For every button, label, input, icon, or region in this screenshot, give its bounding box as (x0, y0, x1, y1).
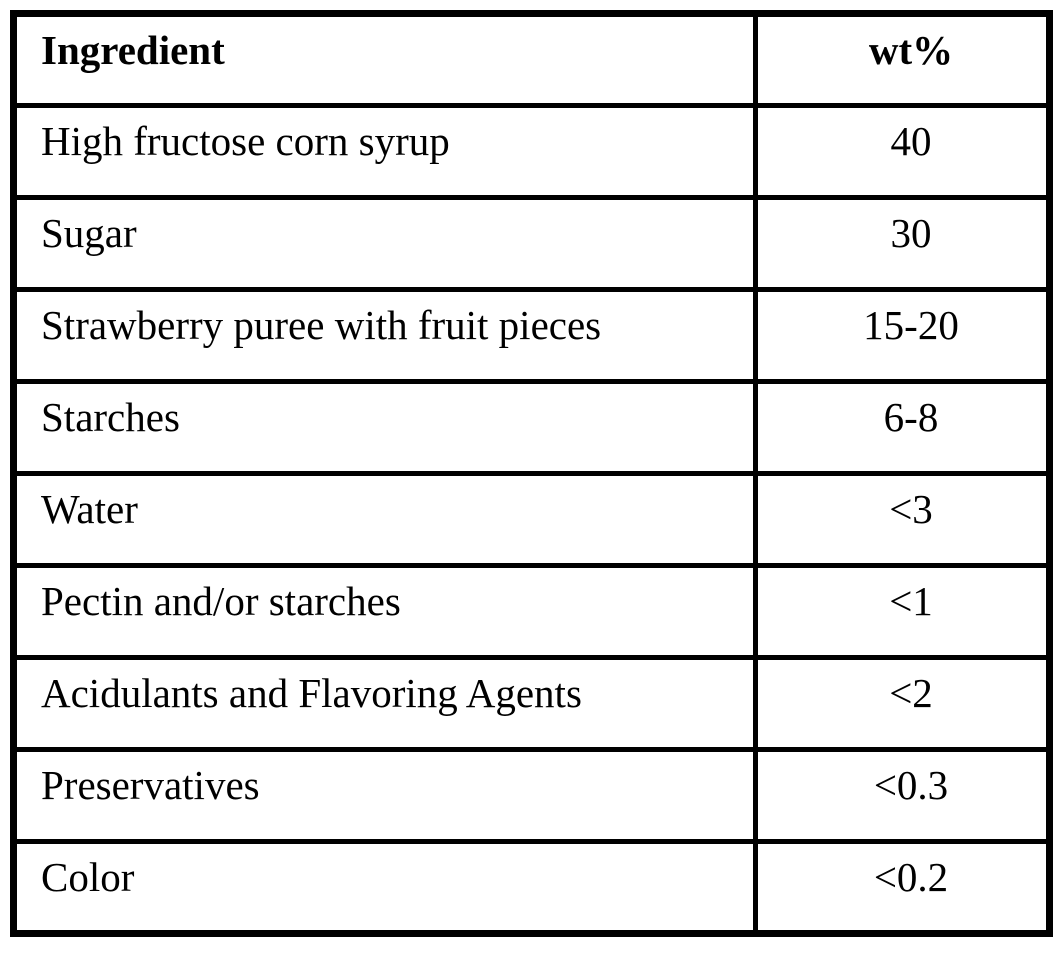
wt-cell: <1 (753, 563, 1052, 660)
wt-cell: <0.3 (753, 747, 1052, 844)
table-header-row: Ingredient wt% (11, 11, 1052, 108)
ingredient-cell: Strawberry puree with fruit pieces (11, 287, 758, 384)
table-row: High fructose corn syrup 40 (11, 103, 1052, 200)
wt-cell: 30 (753, 195, 1052, 292)
table-row: Sugar 30 (11, 195, 1052, 292)
table-row: Starches 6-8 (11, 379, 1052, 476)
ingredient-cell: Color (11, 839, 758, 936)
ingredient-cell: Pectin and/or starches (11, 563, 758, 660)
wt-cell: <0.2 (753, 839, 1052, 936)
ingredient-cell: Acidulants and Flavoring Agents (11, 655, 758, 752)
table-row: Color <0.2 (11, 839, 1052, 936)
wt-cell: 40 (753, 103, 1052, 200)
wt-cell: 15-20 (753, 287, 1052, 384)
table-row: Strawberry puree with fruit pieces 15-20 (11, 287, 1052, 384)
column-header-ingredient: Ingredient (11, 11, 758, 108)
wt-cell: 6-8 (753, 379, 1052, 476)
ingredients-table: Ingredient wt% High fructose corn syrup … (10, 10, 1053, 937)
table-row: Acidulants and Flavoring Agents <2 (11, 655, 1052, 752)
ingredient-cell: Preservatives (11, 747, 758, 844)
table-row: Water <3 (11, 471, 1052, 568)
table-row: Pectin and/or starches <1 (11, 563, 1052, 660)
ingredient-cell: High fructose corn syrup (11, 103, 758, 200)
ingredient-cell: Starches (11, 379, 758, 476)
table-row: Preservatives <0.3 (11, 747, 1052, 844)
ingredient-cell: Sugar (11, 195, 758, 292)
column-header-wt-percent: wt% (753, 11, 1052, 108)
wt-cell: <2 (753, 655, 1052, 752)
wt-cell: <3 (753, 471, 1052, 568)
ingredient-cell: Water (11, 471, 758, 568)
